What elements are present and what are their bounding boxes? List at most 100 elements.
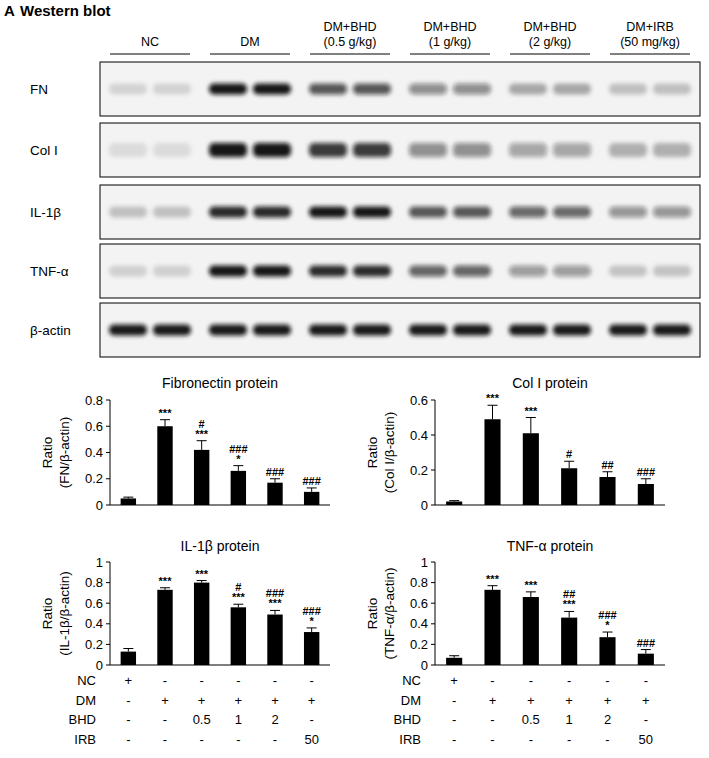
bar [599, 637, 615, 665]
bar [638, 654, 654, 665]
table-cell: 50 [639, 732, 653, 747]
blot-band [309, 266, 347, 277]
blot-band [609, 266, 647, 277]
error-cap [197, 440, 207, 441]
y-axis-label: Ratio [40, 437, 55, 469]
table-cell: 1 [235, 712, 242, 727]
group-label: DM [240, 35, 259, 49]
chart: Fibronectin proteinRatio(FN/β-actin)00.2… [40, 375, 330, 513]
error-bar [641, 479, 651, 484]
table-cell: + [125, 673, 133, 688]
table-cell: - [273, 732, 277, 747]
y-tick [106, 426, 110, 427]
error-bar [307, 488, 317, 492]
error-stem [569, 461, 570, 468]
y-tick [431, 623, 435, 624]
blot-band [409, 143, 447, 157]
y-tick [431, 665, 435, 666]
error-stem [275, 610, 276, 614]
table-cell: - [452, 693, 456, 708]
y-tick [431, 505, 435, 506]
y-tick-label: 0.6 [410, 596, 428, 611]
y-axis [435, 400, 436, 505]
y-tick [431, 603, 435, 604]
y-tick-label: 0.2 [410, 637, 428, 652]
blot-band [453, 143, 491, 157]
table-cell: + [565, 693, 573, 708]
row-label: IL-1β [30, 205, 61, 220]
error-cap [197, 580, 207, 581]
table-cell: - [273, 673, 277, 688]
chart: TNF-α proteinRatio(TNF-α/β-actin)00.20.4… [365, 538, 665, 747]
error-bar [449, 656, 459, 658]
error-cap [270, 478, 280, 479]
blot-band [409, 84, 447, 95]
error-bar [603, 472, 613, 477]
y-tick-label: 0.4 [85, 445, 103, 460]
table-cell: - [452, 712, 456, 727]
significance-mark: *** [195, 568, 209, 580]
error-cap [123, 497, 133, 498]
significance-mark: *** [524, 405, 538, 417]
bar [231, 607, 246, 665]
blot-band [409, 325, 447, 336]
significance-mark: # [566, 448, 572, 460]
table-cell: 0.5 [193, 712, 211, 727]
marks [446, 405, 654, 505]
y-tick-label: 0.4 [410, 616, 428, 631]
blot-band [353, 207, 391, 218]
table-row-label: BHD [69, 712, 96, 727]
error-bar [488, 405, 498, 419]
table-row-label: IRB [399, 732, 421, 747]
error-bar [307, 628, 317, 632]
table-cell: - [163, 673, 167, 688]
significance-mark: ### [266, 466, 284, 478]
blot-band [653, 143, 691, 157]
error-bar [233, 466, 243, 471]
blot-band [553, 84, 591, 95]
table-cell: - [490, 732, 494, 747]
error-stem [530, 592, 531, 597]
bar [446, 502, 462, 506]
table-cell: - [309, 673, 313, 688]
blot-band [353, 84, 391, 95]
error-cap [270, 610, 280, 611]
table-cell: - [605, 732, 609, 747]
y-axis-label: (TNF-α/β-actin) [382, 567, 397, 659]
blot-strip [100, 244, 700, 298]
row-label: TNF-α [30, 264, 69, 279]
error-cap [307, 627, 317, 628]
error-stem [275, 479, 276, 483]
y-axis [435, 562, 436, 665]
marks [121, 420, 320, 505]
error-stem [607, 472, 608, 477]
blot-band [353, 325, 391, 336]
blot-band [453, 266, 491, 277]
error-bar [603, 632, 613, 637]
significance-mark: *** [524, 579, 538, 591]
error-bar [233, 604, 243, 607]
bar [267, 615, 282, 665]
error-stem [530, 418, 531, 434]
table-cell: - [529, 732, 533, 747]
x-axis [110, 505, 330, 506]
y-tick-label: 0.8 [410, 575, 428, 590]
y-tick [106, 505, 110, 506]
blot-band [453, 84, 491, 95]
blot-band [453, 207, 491, 218]
bar [157, 426, 172, 505]
blot-strip [100, 62, 700, 116]
x-axis [110, 665, 330, 666]
group-label: (1 g/kg) [429, 35, 471, 49]
y-tick-label: 0.2 [85, 471, 103, 486]
y-tick-label: 0.6 [85, 419, 103, 434]
y-tick-label: 0 [421, 658, 428, 673]
table-cell: - [529, 673, 533, 688]
bar [304, 632, 319, 665]
panel-title: Western blot [20, 2, 111, 19]
table-cell: + [642, 693, 650, 708]
error-cap [123, 648, 133, 649]
bar [267, 483, 282, 505]
chart-title: TNF-α protein [507, 538, 594, 554]
error-bar [160, 420, 170, 427]
